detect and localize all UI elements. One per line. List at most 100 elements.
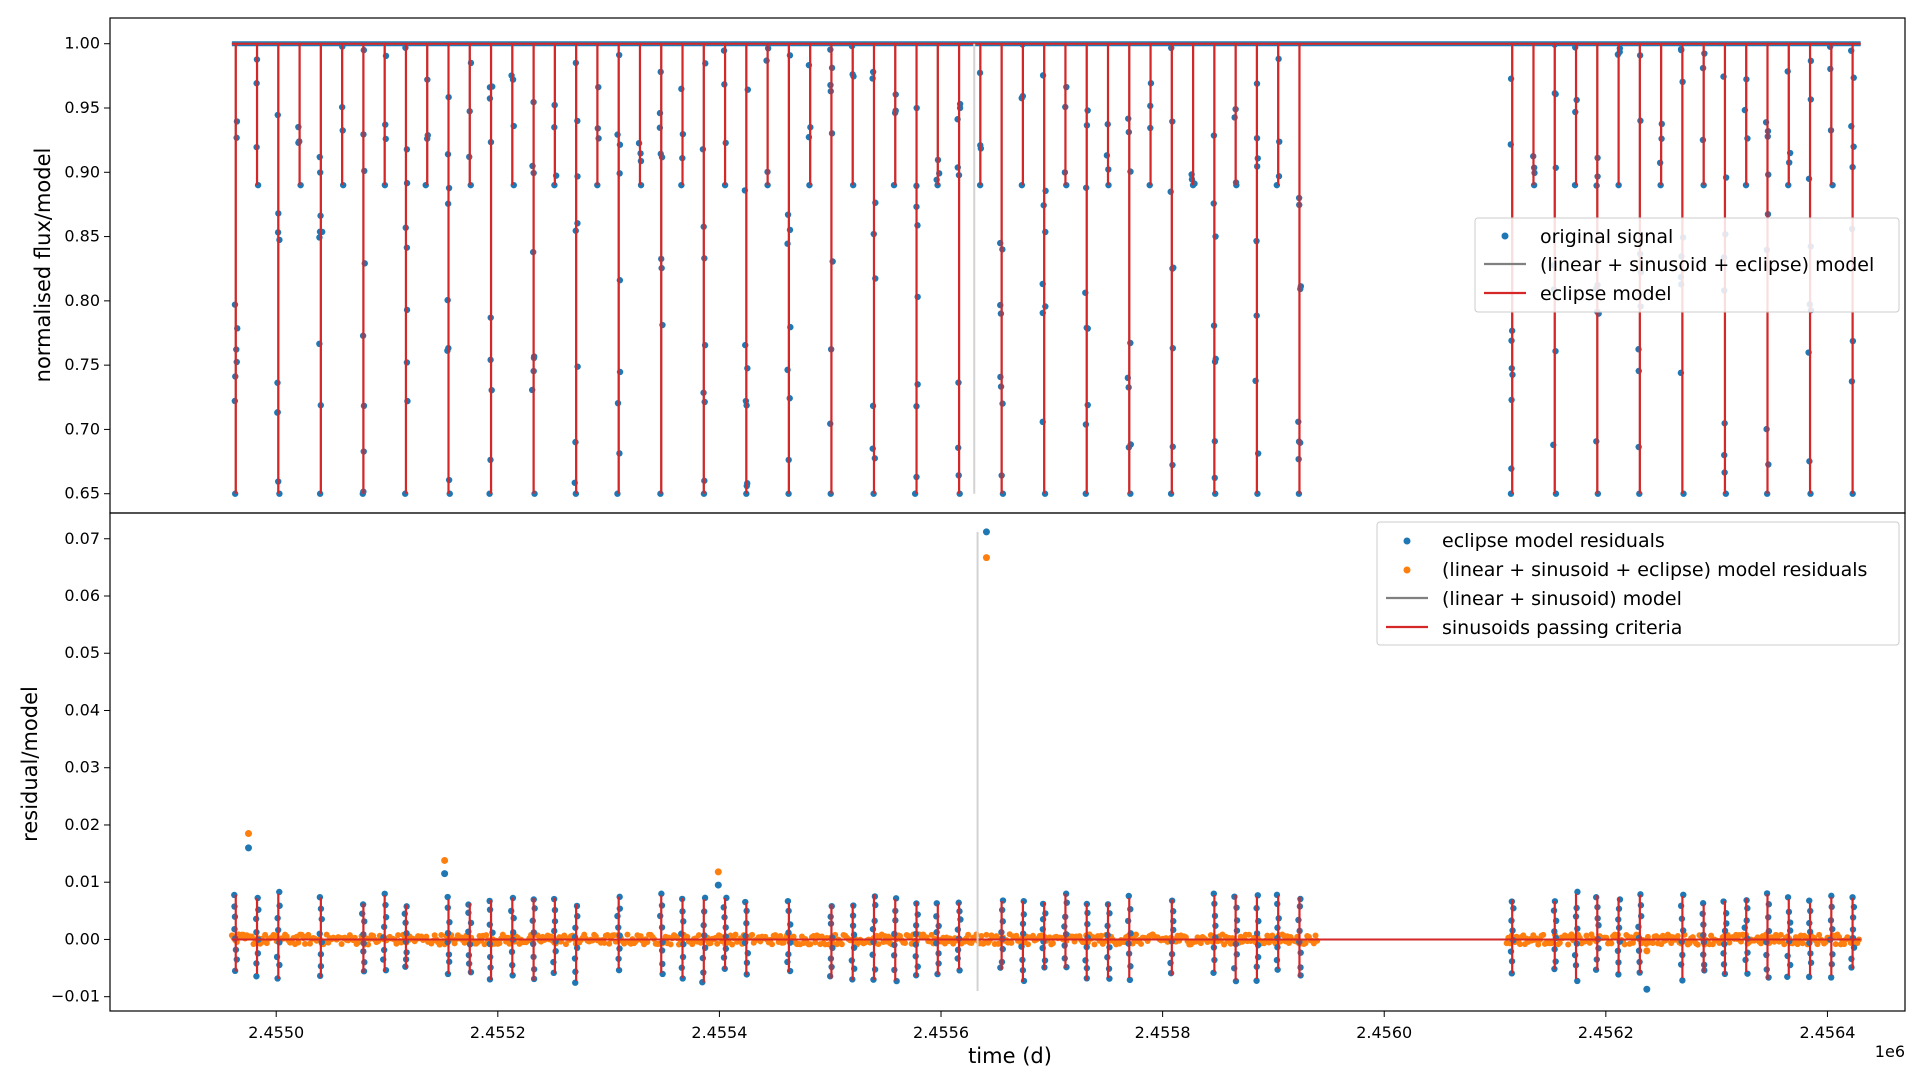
eclipse-residual-point <box>1744 905 1750 911</box>
signal-point <box>487 95 493 101</box>
full-residual-point <box>769 941 775 947</box>
xtick-label: 2.4550 <box>248 1023 304 1042</box>
full-residual-point <box>601 940 607 946</box>
x-axis-label: time (d) <box>968 1044 1052 1068</box>
bottom-legend: eclipse model residuals (linear + sinuso… <box>1377 522 1899 645</box>
xtick-label: 2.4556 <box>913 1023 969 1042</box>
xtick-label: 2.4564 <box>1799 1023 1855 1042</box>
full-residual-point <box>1050 940 1056 946</box>
full-residual-point <box>438 932 444 938</box>
legend-label-sinusoids-passing: sinusoids passing criteria <box>1442 617 1682 639</box>
eclipse-residual-outlier <box>245 844 252 851</box>
eclipse-residual-point <box>872 966 878 972</box>
legend-label-full-model: (linear + sinusoid + eclipse) model <box>1540 254 1874 276</box>
bottom-ytick-label: 0.05 <box>64 643 100 662</box>
top-legend: original signal (linear + sinusoid + ecl… <box>1475 218 1899 312</box>
eclipse-residual-point <box>1848 964 1854 970</box>
legend-label-original-signal: original signal <box>1540 226 1673 248</box>
full-residual-outlier <box>715 868 722 875</box>
legend-label-eclipse-residuals: eclipse model residuals <box>1442 530 1665 552</box>
full-residual-point <box>1675 933 1681 939</box>
legend-marker-full-residuals <box>1404 567 1411 574</box>
eclipse-residual-outlier <box>983 528 990 535</box>
full-residual-point <box>1800 940 1806 946</box>
eclipse-residual-point <box>1000 946 1006 952</box>
bottom-ytick-label: 0.01 <box>64 872 100 891</box>
full-residual-point <box>1025 941 1031 947</box>
bottom-ytick-label: 0.00 <box>64 929 100 948</box>
eclipse-residual-point <box>551 970 557 976</box>
full-residual-point <box>965 932 971 938</box>
xtick-label: 2.4560 <box>1356 1023 1412 1042</box>
eclipse-residual-point <box>532 905 538 911</box>
full-residual-point <box>1133 931 1139 937</box>
full-residual-point <box>1098 933 1104 939</box>
eclipse-residual-point <box>508 908 514 914</box>
xtick-label: 2.4562 <box>1578 1023 1634 1042</box>
full-residual-point <box>624 932 630 938</box>
top-ytick-label: 0.65 <box>64 484 100 503</box>
eclipse-residual-outlier <box>715 882 722 889</box>
eclipse-residual-point <box>1125 918 1131 924</box>
full-residual-point <box>1608 940 1614 946</box>
legend-label-full-residuals: (linear + sinusoid + eclipse) model resi… <box>1442 559 1867 581</box>
top-ytick-label: 0.75 <box>64 355 100 374</box>
signal-point <box>1617 49 1623 55</box>
full-residual-point <box>1540 932 1546 938</box>
full-residual-point <box>1695 942 1701 948</box>
eclipse-residual-outlier <box>1643 986 1650 993</box>
legend-label-eclipse-model: eclipse model <box>1540 283 1672 305</box>
full-residual-point <box>696 932 702 938</box>
top-ytick-label: 0.70 <box>64 419 100 438</box>
signal-point <box>614 131 620 137</box>
full-residual-point <box>339 941 345 947</box>
signal-point <box>914 294 920 300</box>
signal-point <box>317 154 323 160</box>
top-ytick-label: 0.80 <box>64 291 100 310</box>
bottom-ytick-label: 0.04 <box>64 700 100 719</box>
full-residual-point <box>1091 941 1097 947</box>
full-residual-outlier <box>983 554 990 561</box>
signal-point <box>1104 152 1110 158</box>
full-residual-point <box>1008 940 1014 946</box>
top-ytick-label: 1.00 <box>64 34 100 53</box>
bottom-ytick-label: 0.07 <box>64 529 100 548</box>
signal-point <box>276 491 282 497</box>
bottom-ytick-label: −0.01 <box>51 987 100 1006</box>
bottom-ytick-label: 0.02 <box>64 815 100 834</box>
top-ytick-label: 0.85 <box>64 227 100 246</box>
eclipse-residual-outlier <box>441 870 448 877</box>
xtick-label: 2.4558 <box>1135 1023 1191 1042</box>
full-residual-point <box>732 932 738 938</box>
bottom-y-axis-label: residual/model <box>18 686 42 842</box>
signal-point <box>276 237 282 243</box>
full-residual-point <box>902 940 908 946</box>
x-axis-offset-label: 1e6 <box>1875 1042 1905 1061</box>
legend-label-sinusoid-model: (linear + sinusoid) model <box>1442 588 1682 610</box>
bottom-ytick-label: 0.03 <box>64 758 100 777</box>
legend-marker-eclipse-residuals <box>1404 538 1411 545</box>
full-residual-point <box>1138 941 1144 947</box>
xtick-label: 2.4554 <box>691 1023 747 1042</box>
top-y-axis-label: normalised flux/model <box>31 148 55 383</box>
bottom-ytick-label: 0.06 <box>64 586 100 605</box>
full-residual-point <box>749 932 755 938</box>
full-residual-outlier <box>441 857 448 864</box>
eclipse-residual-point <box>487 976 493 982</box>
full-residual-point <box>978 933 984 939</box>
eclipse-residual-point <box>1763 952 1769 958</box>
eclipse-residual-point <box>617 905 623 911</box>
full-residual-point <box>1313 932 1319 938</box>
signal-point <box>933 177 939 183</box>
xtick-label: 2.4552 <box>470 1023 526 1042</box>
top-ytick-label: 0.90 <box>64 162 100 181</box>
eclipse-residual-point <box>1829 951 1835 957</box>
full-residual-outlier <box>1643 947 1650 954</box>
full-residual-point <box>1565 941 1571 947</box>
full-residual-outlier <box>245 830 252 837</box>
legend-marker-original-signal <box>1502 233 1509 240</box>
full-residual-point <box>1246 932 1252 938</box>
eclipse-residual-point <box>1593 894 1599 900</box>
full-residual-point <box>668 941 674 947</box>
